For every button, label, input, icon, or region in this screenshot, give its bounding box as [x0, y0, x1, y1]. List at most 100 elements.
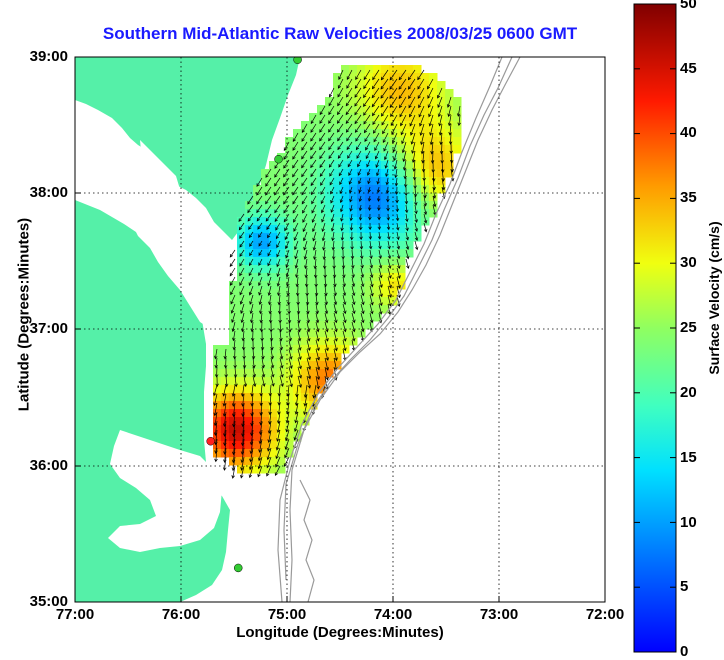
velocity-cell [277, 449, 286, 458]
current-vector [251, 348, 256, 360]
velocity-cell [253, 353, 262, 362]
velocity-cell [349, 217, 358, 226]
velocity-cell [365, 297, 374, 306]
current-vector [448, 132, 453, 145]
current-vector [259, 321, 264, 333]
velocity-cell [269, 433, 278, 442]
velocity-cell [253, 193, 262, 202]
velocity-cell [381, 233, 390, 242]
current-vector [363, 78, 371, 90]
velocity-cell [341, 289, 350, 298]
current-vector [387, 267, 392, 279]
velocity-cell [341, 313, 350, 322]
colorbar-tick-label: 35 [680, 189, 697, 206]
current-vector [231, 321, 236, 333]
velocity-cell [301, 249, 310, 258]
velocity-cell [269, 193, 278, 202]
current-vector [333, 312, 338, 324]
current-vector [386, 222, 391, 231]
current-vector [420, 132, 425, 146]
velocity-cell [365, 273, 374, 282]
velocity-cell [381, 273, 390, 282]
velocity-cell [325, 249, 334, 258]
current-vector [431, 168, 436, 182]
velocity-cell [261, 185, 270, 194]
velocity-cell [421, 105, 430, 114]
velocity-cell [357, 161, 366, 170]
x-tick-label: 76:00 [161, 606, 201, 623]
current-vector [310, 177, 317, 187]
velocity-cell [309, 353, 318, 362]
velocity-cell [413, 113, 422, 122]
velocity-cell [245, 401, 254, 410]
current-vector [366, 159, 371, 168]
current-vector [275, 447, 281, 460]
velocity-cell [309, 241, 318, 250]
velocity-cell [317, 201, 326, 210]
current-vector [275, 456, 281, 468]
current-vector [412, 168, 417, 181]
velocity-cell [445, 105, 454, 114]
current-vector [414, 222, 419, 232]
current-vector [438, 114, 443, 127]
velocity-cell [381, 257, 390, 266]
current-vector [277, 285, 281, 297]
velocity-cell [389, 185, 398, 194]
current-vector [381, 105, 389, 117]
velocity-cell [261, 225, 270, 234]
velocity-cell [373, 97, 382, 106]
velocity-cell [325, 97, 334, 106]
current-vector [346, 87, 353, 98]
velocity-cell [229, 433, 238, 442]
velocity-cell [229, 377, 238, 386]
current-vector [348, 168, 353, 177]
velocity-cell [365, 153, 374, 162]
x-tick-label: 73:00 [479, 606, 519, 623]
velocity-cell [437, 177, 446, 186]
velocity-cell [413, 185, 422, 194]
velocity-cell [213, 441, 222, 450]
velocity-cell [253, 377, 262, 386]
velocity-cell [261, 281, 270, 290]
velocity-cell [349, 177, 358, 186]
current-vector [369, 276, 374, 288]
colorbar-tick-label: 50 [680, 0, 697, 12]
current-vector [377, 222, 382, 231]
velocity-cell [413, 201, 422, 210]
current-vector [296, 303, 301, 315]
velocity-cell [325, 121, 334, 130]
current-vector [429, 123, 434, 136]
velocity-cell [245, 345, 254, 354]
current-vector [357, 159, 362, 168]
current-vector [378, 294, 383, 307]
velocity-cell [261, 313, 270, 322]
current-vector [367, 177, 371, 185]
current-vector [283, 168, 290, 178]
velocity-cell [325, 369, 334, 378]
velocity-cell [237, 225, 246, 234]
velocity-cell [325, 105, 334, 114]
velocity-cell [301, 241, 310, 250]
velocity-cell [405, 177, 414, 186]
velocity-cell [357, 289, 366, 298]
velocity-cell [309, 281, 318, 290]
velocity-cell [253, 329, 262, 338]
velocity-cell [309, 225, 318, 234]
velocity-cell [237, 345, 246, 354]
current-vector [371, 96, 380, 108]
velocity-cell [269, 441, 278, 450]
current-vector [331, 231, 335, 242]
current-vector [427, 87, 434, 99]
velocity-cell [293, 425, 302, 434]
current-vector [423, 186, 427, 199]
current-vector [351, 294, 356, 306]
velocity-cell [341, 265, 350, 274]
velocity-cell [269, 321, 278, 330]
current-vector [302, 204, 308, 214]
velocity-cell [261, 265, 270, 274]
velocity-cell [325, 313, 334, 322]
velocity-cell [245, 241, 254, 250]
velocity-cell [317, 217, 326, 226]
current-vector [395, 213, 400, 222]
velocity-cell [405, 121, 414, 130]
